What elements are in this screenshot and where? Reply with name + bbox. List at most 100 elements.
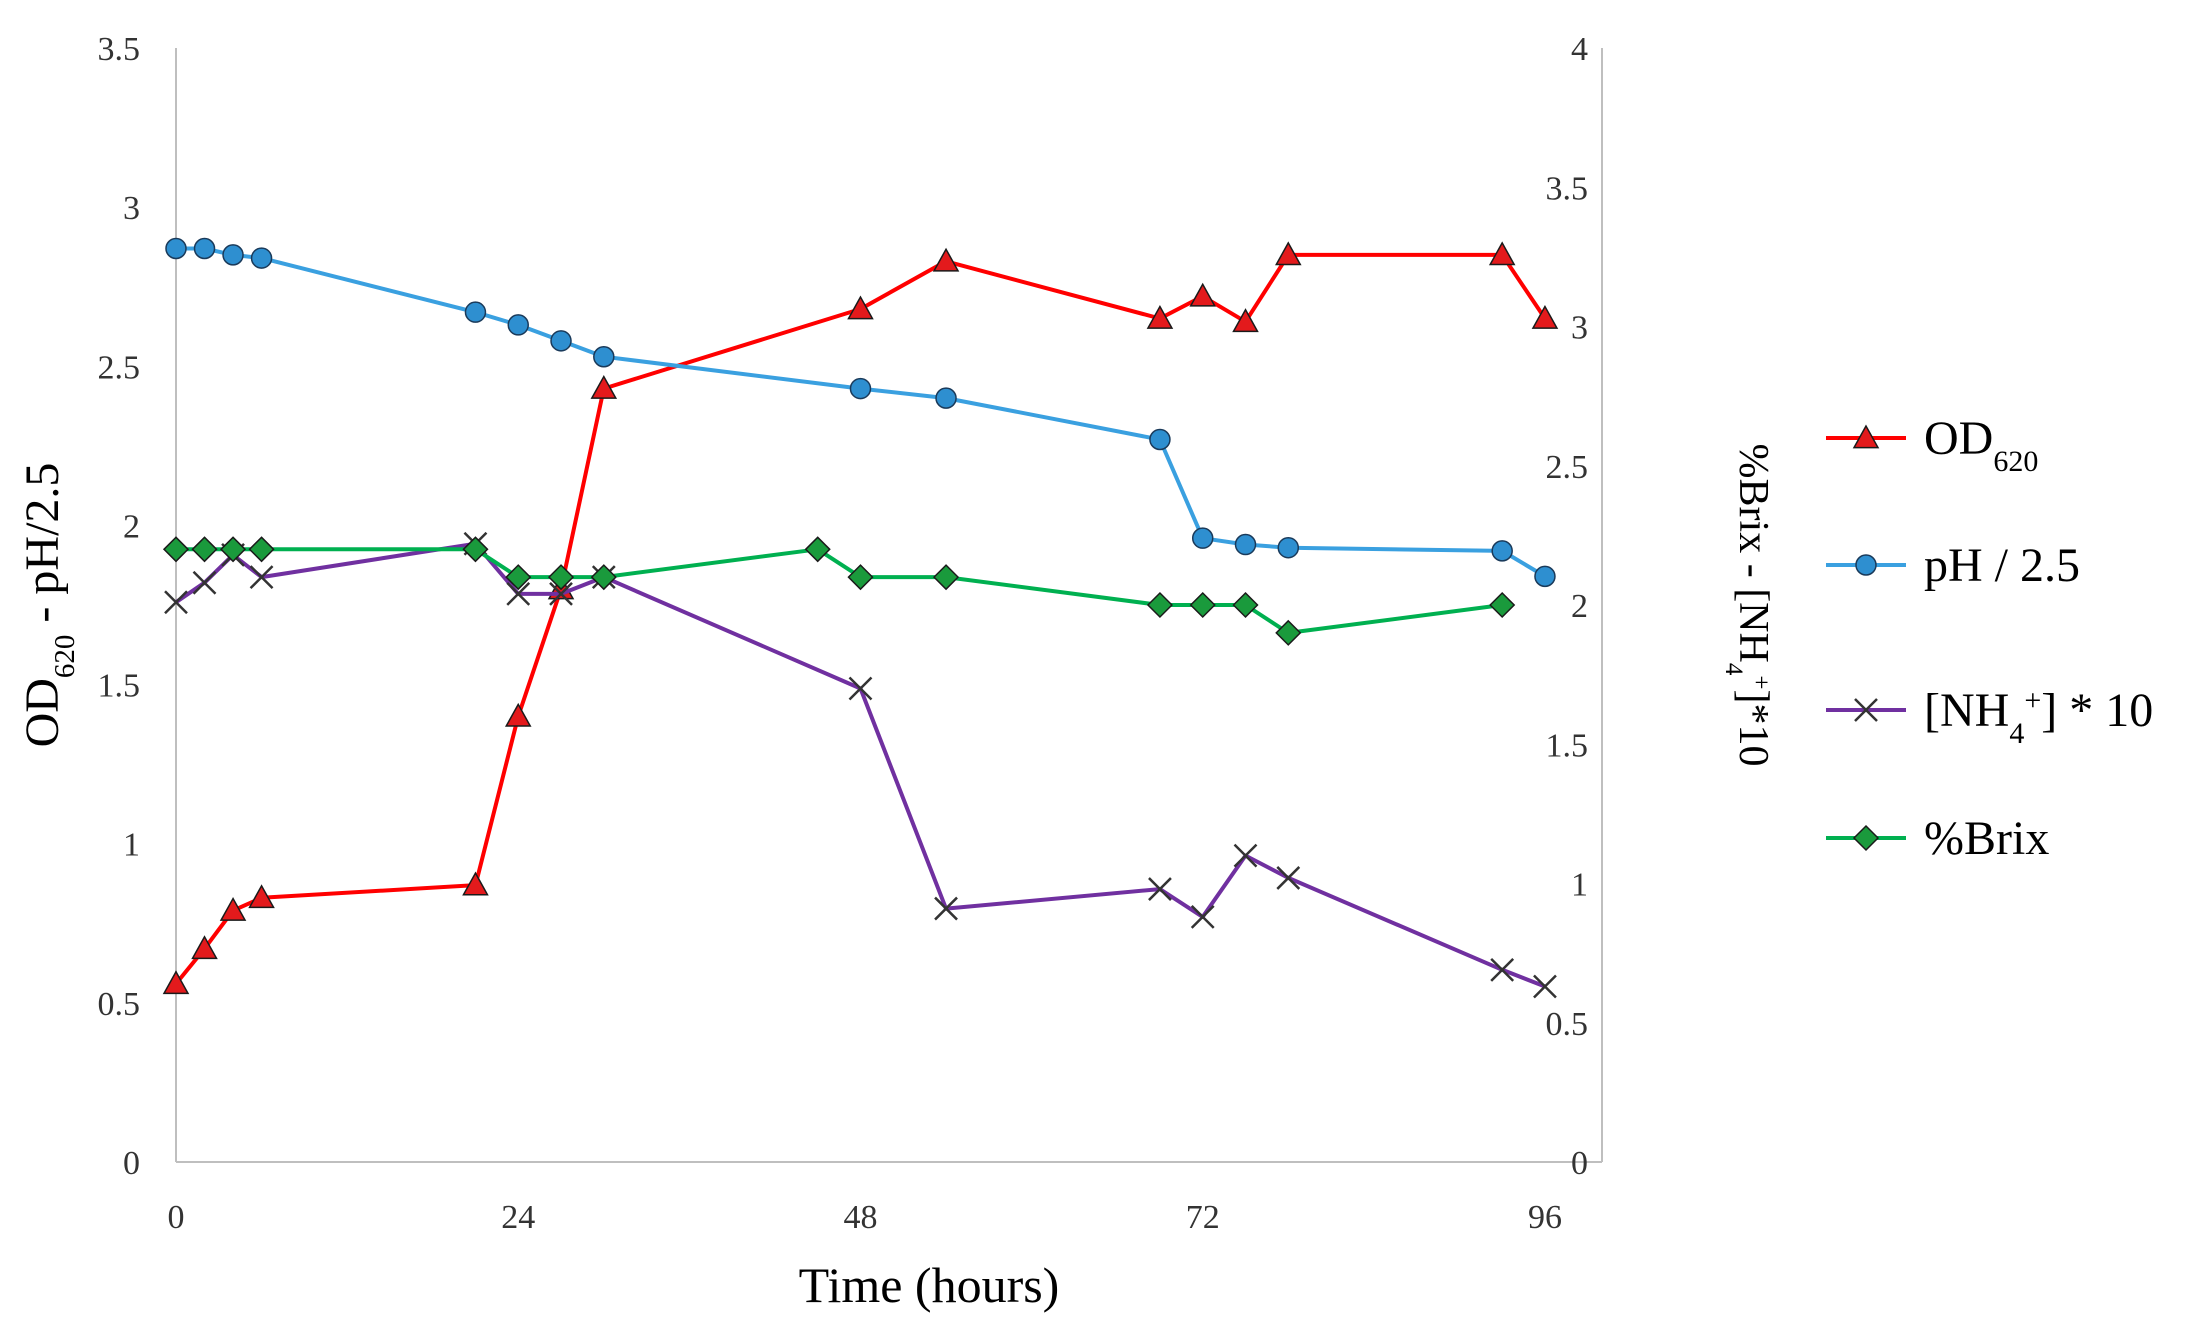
- data-point-od620: [504, 702, 532, 727]
- series-line-nh4-10: [174, 541, 1546, 989]
- right-y-tick-label: 4: [1571, 31, 1588, 68]
- x-axis-title: Time (hours): [799, 1257, 1060, 1313]
- data-point-od620: [219, 897, 247, 921]
- data-point-ph-2-5: [849, 377, 872, 400]
- data-point-nh4-10: [934, 896, 958, 921]
- legend-item-ph-2-5: pH / 2.5: [1826, 539, 2080, 592]
- legend-marker: [1854, 698, 1878, 722]
- left-y-tick-label: 1.5: [98, 668, 141, 705]
- legend-item-brix: %Brix: [1826, 812, 2049, 865]
- data-point-ph-2-5: [1277, 536, 1300, 559]
- data-point-ph-2-5: [193, 237, 216, 260]
- data-point-brix: [847, 564, 874, 591]
- data-point-ph-2-5: [165, 237, 187, 260]
- right-y-tick-label: 1.5: [1546, 727, 1589, 764]
- legend-label: pH / 2.5: [1924, 539, 2080, 592]
- left-y-tick-label: 2.5: [98, 349, 141, 386]
- data-point-brix: [1189, 591, 1216, 619]
- data-point-brix: [932, 564, 960, 591]
- series-nh4-10: [164, 531, 1557, 999]
- left-y-tick-label: 2: [123, 508, 140, 545]
- legend-label: %Brix: [1924, 812, 2049, 865]
- data-point-nh4-10: [1148, 877, 1172, 901]
- x-tick-label: 24: [501, 1199, 535, 1236]
- data-point-ph-2-5: [464, 301, 487, 323]
- data-point-ph-2-5: [1234, 533, 1257, 556]
- data-point-brix: [1232, 591, 1259, 619]
- data-point-od620: [847, 295, 874, 320]
- data-point-brix: [162, 536, 190, 563]
- data-point-od620: [1146, 304, 1174, 329]
- x-tick-label: 48: [843, 1199, 877, 1236]
- data-point-ph-2-5: [1491, 540, 1513, 562]
- series-line-brix: [176, 547, 1503, 635]
- legend-item-od620: OD620: [1826, 412, 2038, 478]
- data-point-nh4-10: [1276, 866, 1301, 890]
- data-point-nh4-10: [506, 581, 531, 606]
- series-od620: [162, 241, 1559, 995]
- data-point-od620: [1275, 241, 1302, 266]
- data-point-od620: [1531, 304, 1559, 329]
- data-point-od620: [162, 970, 190, 995]
- data-point-ph-2-5: [222, 244, 244, 266]
- data-point-od620: [590, 375, 618, 399]
- data-point-nh4-10: [1490, 957, 1515, 982]
- series-line-od620: [174, 252, 1547, 986]
- data-point-ph-2-5: [593, 345, 615, 368]
- left-y-tick-label: 1: [123, 827, 140, 864]
- data-point-nh4-10: [1233, 843, 1258, 868]
- data-point-brix: [547, 564, 575, 591]
- data-point-od620: [462, 871, 489, 896]
- data-point-nh4-10: [848, 676, 873, 701]
- data-point-brix: [462, 536, 489, 563]
- series-brix: [162, 536, 1516, 646]
- right-y-tick-label: 3.5: [1546, 170, 1589, 207]
- data-point-ph-2-5: [1191, 527, 1214, 549]
- data-point-nh4-10: [1533, 974, 1557, 999]
- legend-marker: [1855, 554, 1877, 576]
- data-point-nh4-10: [249, 565, 274, 590]
- data-point-ph-2-5: [1534, 565, 1556, 588]
- right-y-tick-label: 0.5: [1546, 1006, 1589, 1043]
- axes: 0 0.5 1 1.5 2 2.5 3 3.5 0 0.5 1 1.5 2 2.5 3 3.5 4 0 24 48 72…: [16, 31, 1776, 1313]
- data-point-brix: [191, 536, 218, 563]
- series-line-ph-2-5: [176, 246, 1547, 579]
- legend-label: OD620: [1924, 412, 2038, 478]
- x-tick-label: 96: [1528, 1199, 1562, 1236]
- data-point-ph-2-5: [507, 314, 529, 336]
- right-y-tick-label: 0: [1571, 1145, 1588, 1182]
- legend-label: [NH4+] * 10: [1924, 684, 2153, 750]
- data-point-ph-2-5: [1149, 428, 1171, 451]
- legend-marker: [1852, 824, 1880, 852]
- legend-marker: [1852, 424, 1880, 449]
- data-point-brix: [1275, 619, 1302, 646]
- data-point-ph-2-5: [250, 247, 273, 269]
- left-y-tick-label: 3: [123, 190, 140, 227]
- plot-area: [162, 237, 1559, 999]
- data-point-brix: [248, 536, 275, 563]
- data-point-od620: [191, 935, 218, 960]
- data-point-od620: [1488, 241, 1516, 266]
- data-point-ph-2-5: [550, 330, 572, 352]
- data-point-od620: [932, 247, 960, 272]
- right-y-axis-title: %Brix - [NH4+]*10: [1721, 444, 1777, 767]
- data-point-od620: [1232, 308, 1259, 333]
- data-point-nh4-10: [192, 570, 217, 595]
- x-tick-label: 0: [168, 1199, 185, 1236]
- left-y-tick-label: 3.5: [98, 31, 141, 68]
- data-point-brix: [219, 536, 247, 563]
- left-y-tick-label: 0: [123, 1145, 140, 1182]
- legend-item-nh4-10: [NH4+] * 10: [1826, 684, 2153, 750]
- data-point-nh4-10: [164, 590, 188, 615]
- right-y-tick-label: 2.5: [1546, 449, 1589, 486]
- left-y-tick-label: 0.5: [98, 986, 141, 1023]
- series-ph-2-5: [165, 237, 1556, 588]
- right-y-tick-label: 1: [1571, 867, 1588, 904]
- right-y-tick-label: 3: [1571, 310, 1588, 347]
- data-point-brix: [804, 536, 831, 563]
- data-point-brix: [590, 564, 617, 591]
- legend: OD620 pH / 2.5 [NH4+] * 10 %Brix: [1826, 412, 2153, 865]
- data-point-nh4-10: [549, 581, 573, 606]
- data-point-od620: [248, 884, 275, 909]
